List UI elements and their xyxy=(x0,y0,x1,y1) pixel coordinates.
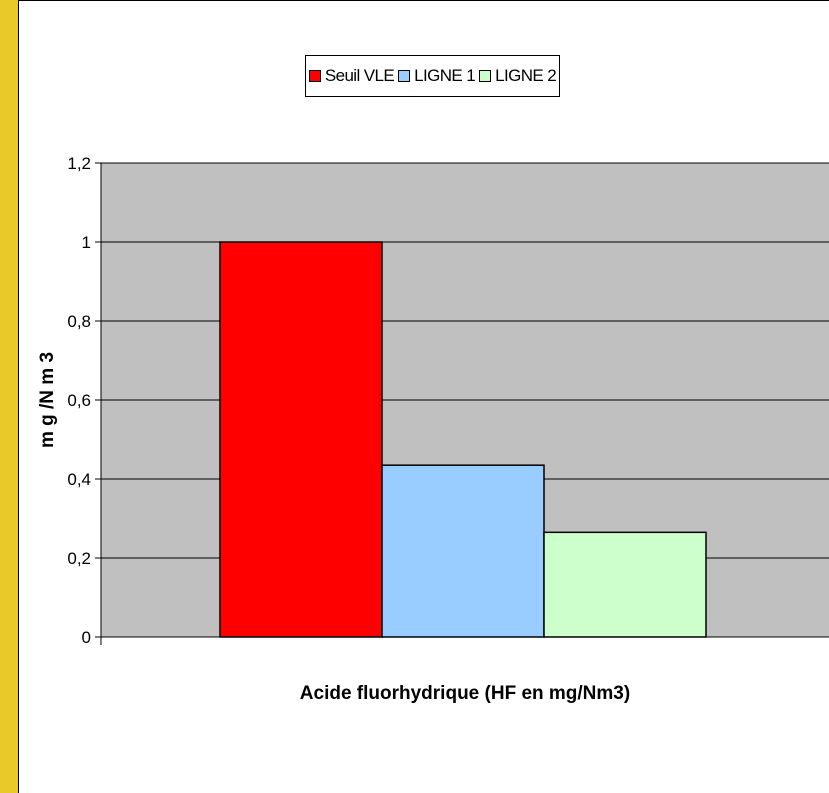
bar-ligne-2 xyxy=(543,531,707,638)
y-axis-title: m g /N m 3 xyxy=(37,352,58,448)
legend-swatch-ligne-2 xyxy=(479,70,492,82)
y-tick-label-6: 1,2 xyxy=(67,154,91,173)
y-tick-label-0: 0 xyxy=(82,628,91,647)
y-tick-label-2: 0,4 xyxy=(67,470,91,489)
plot-area: 0 0,2 0,4 0,6 0,8 1 1,2 xyxy=(67,154,829,647)
bar-seuil-vle xyxy=(219,241,383,638)
y-tick-label-3: 0,6 xyxy=(67,391,91,410)
legend-item-ligne-2: LIGNE 2 xyxy=(479,66,557,86)
legend-item-seuil-vle: Seuil VLE xyxy=(308,66,395,86)
legend-swatch-ligne-1 xyxy=(398,70,411,82)
legend-swatch-seuil-vle xyxy=(308,70,321,82)
x-axis-title: Acide fluorhydrique (HF en mg/Nm3) xyxy=(300,683,630,704)
legend-label-seuil-vle: Seuil VLE xyxy=(324,66,395,85)
legend-label-ligne-1: LIGNE 1 xyxy=(414,66,476,85)
legend-label-ligne-2: LIGNE 2 xyxy=(495,66,557,85)
legend-item-ligne-1: LIGNE 1 xyxy=(398,66,476,86)
y-tick-label-1: 0,2 xyxy=(67,549,91,568)
page-left-strip xyxy=(0,0,18,793)
y-tick-label-4: 0,8 xyxy=(67,312,91,331)
y-tick-label-5: 1 xyxy=(82,233,91,252)
chart-legend: Seuil VLE LIGNE 1 LIGNE 2 xyxy=(305,55,560,97)
bar-ligne-1 xyxy=(381,464,545,638)
